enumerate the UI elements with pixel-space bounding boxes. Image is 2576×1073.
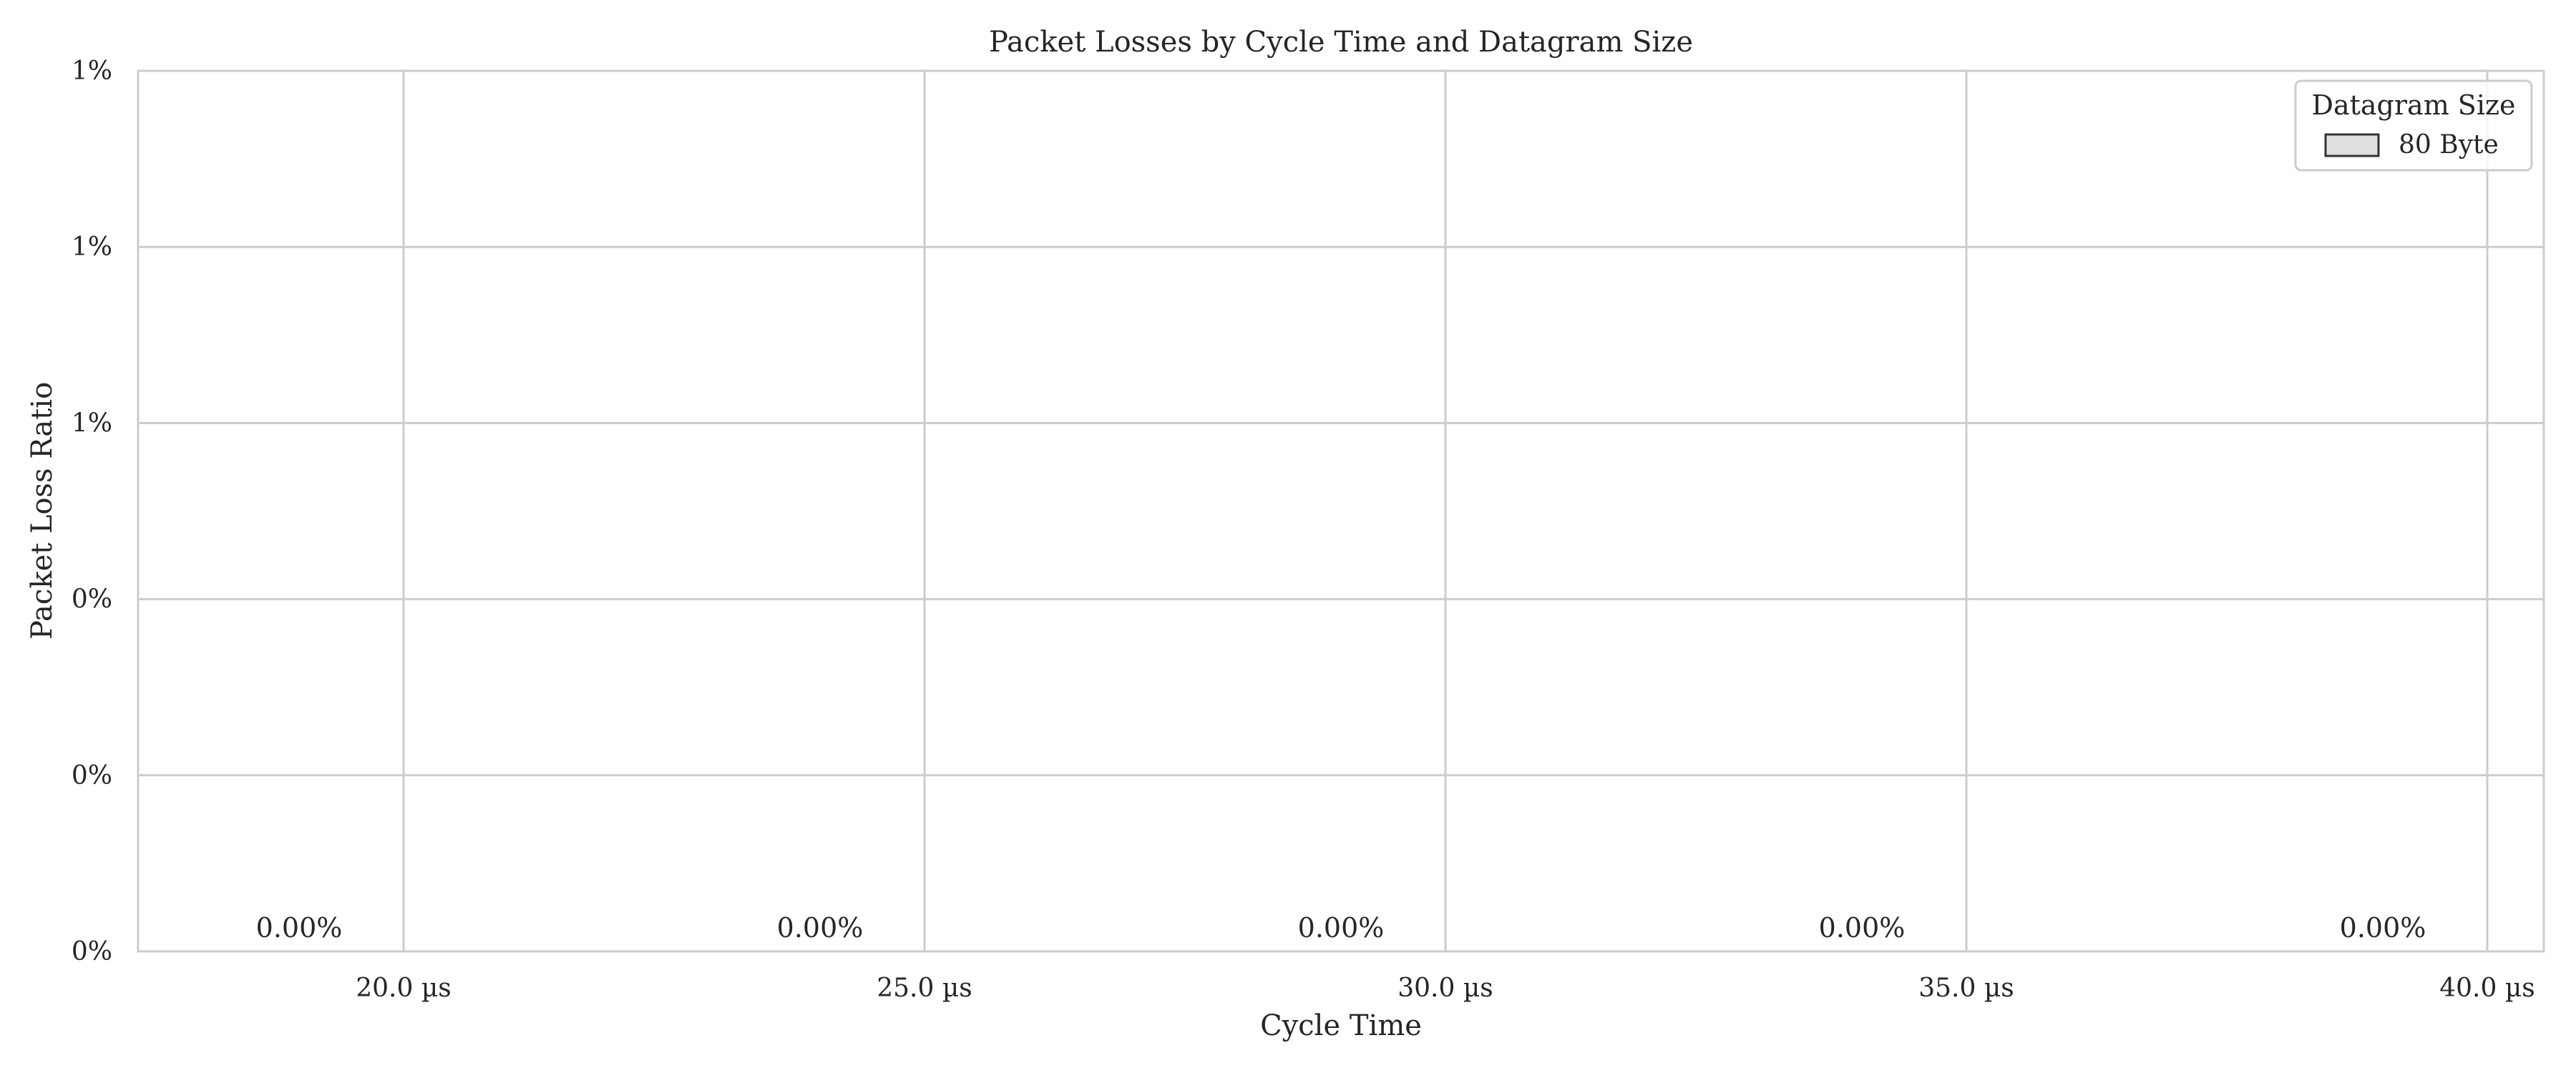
y-axis-label: Packet Loss Ratio bbox=[26, 382, 59, 640]
bar-value-label: 0.00% bbox=[1298, 912, 1385, 944]
bar-value-label: 0.00% bbox=[777, 912, 864, 944]
legend-title: Datagram Size bbox=[2312, 89, 2516, 121]
bar-value-label: 0.00% bbox=[1819, 912, 1906, 944]
y-tick-label: 1% bbox=[72, 232, 112, 262]
x-tick-label: 25.0 µs bbox=[877, 974, 972, 1003]
x-tick-label: 40.0 µs bbox=[2439, 974, 2534, 1003]
y-tick-label: 1% bbox=[72, 408, 112, 438]
x-tick-labels: 20.0 µs 25.0 µs 30.0 µs 35.0 µs 40.0 µs bbox=[356, 974, 2534, 1003]
y-tick-label: 1% bbox=[72, 57, 112, 86]
plot-frame bbox=[137, 69, 2545, 953]
x-axis-label: Cycle Time bbox=[1260, 1009, 1422, 1042]
legend: Datagram Size 80 Byte bbox=[2294, 79, 2533, 172]
y-tick-labels: 0% 0% 0% 1% 1% 1% bbox=[72, 57, 112, 966]
x-tick-label: 20.0 µs bbox=[356, 974, 451, 1003]
y-tick-label: 0% bbox=[72, 937, 112, 966]
data-labels: 0.00% 0.00% 0.00% 0.00% 0.00% bbox=[256, 912, 2426, 944]
x-tick-label: 35.0 µs bbox=[1918, 974, 2014, 1003]
x-tick-label: 30.0 µs bbox=[1397, 974, 1493, 1003]
chart-title: Packet Losses by Cycle Time and Datagram… bbox=[989, 26, 1693, 59]
legend-label-80-byte: 80 Byte bbox=[2399, 130, 2499, 160]
legend-swatch-80-byte bbox=[2324, 133, 2380, 157]
bar-value-label: 0.00% bbox=[2340, 912, 2426, 944]
bar-value-label: 0.00% bbox=[256, 912, 343, 944]
y-tick-label: 0% bbox=[72, 585, 112, 614]
y-tick-label: 0% bbox=[72, 761, 112, 790]
